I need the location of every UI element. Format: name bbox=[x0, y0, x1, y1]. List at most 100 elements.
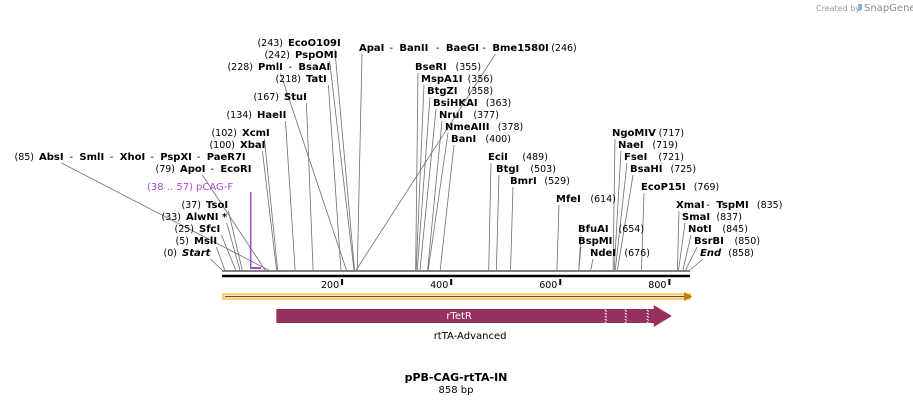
enzyme-name[interactable]: XbaI bbox=[240, 140, 265, 151]
enzyme-name[interactable]: EcoP15I bbox=[641, 182, 686, 193]
enzyme-name[interactable]: BfuAI bbox=[578, 224, 609, 235]
enzyme-name[interactable]: NaeI bbox=[618, 140, 644, 151]
site-group-r20b[interactable]: NdeI (676) bbox=[590, 248, 650, 259]
site-group-r2[interactable]: (242) PspOMI bbox=[264, 50, 337, 61]
site-group-r5a[interactable]: (167) StuI bbox=[253, 92, 306, 103]
site-group-r1b[interactable]: ApaI - BanII - BaeGI - Bme1580I (246) bbox=[359, 43, 577, 54]
site-group-r18c[interactable]: NotI (845) bbox=[688, 224, 748, 235]
enzyme-name[interactable]: NruI bbox=[439, 110, 463, 121]
enzyme-name[interactable]: End bbox=[700, 248, 722, 259]
enzyme-name[interactable]: Start bbox=[182, 248, 212, 259]
enzyme-name[interactable]: XmaI bbox=[676, 200, 705, 211]
site-group-r7a[interactable]: (134) HaeII bbox=[226, 110, 286, 121]
enzyme-name[interactable]: BseRI bbox=[415, 62, 447, 73]
site-group-r20c[interactable]: End (858) bbox=[700, 248, 754, 259]
site-group-r5b[interactable]: BtgZI (358) bbox=[427, 86, 493, 97]
enzyme-name[interactable]: AbsI bbox=[39, 152, 64, 163]
enzyme-name[interactable]: BsrBI bbox=[694, 236, 724, 247]
site-group-r12c[interactable]: BsaHI (725) bbox=[630, 164, 696, 175]
site-group-r10a[interactable]: BanI (400) bbox=[451, 134, 511, 145]
enzyme-name[interactable]: TsoI bbox=[206, 200, 228, 211]
site-group-r10c[interactable]: NaeI (719) bbox=[618, 140, 678, 151]
site-group-r12b[interactable]: BtgI (503) bbox=[496, 164, 556, 175]
site-group-r20a[interactable]: (0) Start bbox=[164, 248, 212, 259]
enzyme-name[interactable]: PspXI bbox=[160, 152, 192, 163]
site-group-r12a[interactable]: (79) ApoI - EcoRI bbox=[155, 164, 251, 175]
site-group-r17b[interactable]: SmaI (837) bbox=[682, 212, 742, 223]
tick-label: 800 bbox=[648, 280, 666, 291]
site-group-r19c[interactable]: BsrBI (850) bbox=[694, 236, 760, 247]
enzyme-name[interactable]: BsiHKAI bbox=[433, 98, 478, 109]
enzyme-name[interactable]: XhoI bbox=[120, 152, 145, 163]
enzyme-name[interactable]: PspOMI bbox=[295, 50, 337, 61]
enzyme-name[interactable]: StuI bbox=[284, 92, 307, 103]
enzyme-name[interactable]: BanII bbox=[399, 43, 428, 54]
enzyme-name[interactable]: BaeGI bbox=[446, 43, 479, 54]
site-group-r6[interactable]: BsiHKAI (363) bbox=[433, 98, 511, 109]
site-group-r3a[interactable]: (228) PmlI - BsaAI bbox=[227, 62, 330, 73]
site-group-r11c[interactable]: FseI (721) bbox=[624, 152, 684, 163]
enzyme-name[interactable]: NdeI bbox=[590, 248, 616, 259]
enzyme-name[interactable]: XcmI bbox=[242, 128, 270, 139]
enzyme-name[interactable]: ApaI bbox=[359, 43, 384, 54]
enzyme-name[interactable]: BtgI bbox=[496, 164, 519, 175]
site-group-r10b[interactable]: (100) XbaI bbox=[209, 140, 265, 151]
enzyme-name[interactable]: ApoI bbox=[180, 164, 206, 175]
site-group-r4a[interactable]: (218) TatI bbox=[275, 74, 326, 85]
enzyme-name[interactable]: AlwNI * bbox=[186, 212, 228, 223]
enzyme-name[interactable]: MfeI bbox=[556, 194, 581, 205]
enzyme-name[interactable]: NgoMIV bbox=[612, 128, 656, 139]
credit-prefix: Created by bbox=[816, 4, 860, 13]
gene-hatch-mark bbox=[646, 318, 650, 321]
enzyme-name[interactable]: BspMI bbox=[578, 236, 612, 247]
site-group-r19a[interactable]: (5) MslI bbox=[176, 236, 218, 247]
site-group-r11b[interactable]: EciI (489) bbox=[488, 152, 548, 163]
site-group-r17a[interactable]: (33) AlwNI * bbox=[161, 212, 227, 223]
enzyme-name[interactable]: BmrI bbox=[510, 176, 537, 187]
site-group-r16a[interactable]: (37) TsoI bbox=[181, 200, 228, 211]
enzyme-name[interactable]: BanI bbox=[451, 134, 476, 145]
primer-pcag-f[interactable]: (38 .. 57) pCAG-F bbox=[147, 182, 262, 269]
enzyme-name[interactable]: SmaI bbox=[682, 212, 710, 223]
enzyme-name[interactable]: EciI bbox=[488, 152, 508, 163]
site-group-r7b[interactable]: NruI (377) bbox=[439, 110, 499, 121]
site-position-label: (725) bbox=[671, 164, 697, 175]
enzyme-name[interactable]: BsaAI bbox=[298, 62, 330, 73]
site-group-r8[interactable]: NmeAIII (378) bbox=[445, 122, 523, 133]
enzyme-name[interactable]: BtgZI bbox=[427, 86, 458, 97]
site-group-r18b[interactable]: BfuAI (654) bbox=[578, 224, 644, 235]
site-group-r15[interactable]: MfeI (614) bbox=[556, 194, 616, 205]
site-group-r4b[interactable]: MspA1I (356) bbox=[421, 74, 493, 85]
enzyme-name[interactable]: NmeAIII bbox=[445, 122, 489, 133]
site-group-r16b[interactable]: XmaI - TspMI (835) bbox=[676, 200, 782, 211]
site-group-r1a[interactable]: (243) EcoO109I bbox=[257, 38, 340, 49]
site-leader-line bbox=[356, 53, 363, 271]
orf-arrow[interactable] bbox=[222, 292, 693, 301]
enzyme-name[interactable]: SfcI bbox=[199, 224, 220, 235]
enzyme-name[interactable]: NotI bbox=[688, 224, 712, 235]
site-position-label: (858) bbox=[728, 248, 754, 259]
gene-hatch-mark bbox=[646, 315, 650, 318]
site-group-r13a[interactable]: BmrI (529) bbox=[510, 176, 570, 187]
enzyme-name[interactable]: PaeR7I bbox=[207, 152, 246, 163]
enzyme-name[interactable]: TspMI bbox=[716, 200, 748, 211]
enzyme-name[interactable]: PmlI bbox=[258, 62, 283, 73]
site-group-r11a[interactable]: (85) AbsI - SmlI - XhoI - PspXI - PaeR7I bbox=[14, 152, 245, 163]
site-group-r3b[interactable]: BseRI (355) bbox=[415, 62, 481, 73]
site-group-r18a[interactable]: (25) SfcI bbox=[174, 224, 220, 235]
enzyme-name[interactable]: HaeII bbox=[257, 110, 286, 121]
enzyme-name[interactable]: EcoO109I bbox=[288, 38, 341, 49]
enzyme-name[interactable]: MslI bbox=[194, 236, 217, 247]
enzyme-name[interactable]: MspA1I bbox=[421, 74, 462, 85]
gene-rtetr[interactable]: rTetR rtTA-Advanced bbox=[276, 305, 672, 342]
site-group-r9b[interactable]: NgoMIV (717) bbox=[612, 128, 684, 139]
site-group-r9a[interactable]: (102) XcmI bbox=[211, 128, 269, 139]
site-group-r19b[interactable]: BspMI bbox=[578, 236, 612, 247]
enzyme-name[interactable]: TatI bbox=[306, 74, 327, 85]
enzyme-name[interactable]: Bme1580I bbox=[492, 43, 548, 54]
enzyme-name[interactable]: SmlI bbox=[79, 152, 104, 163]
enzyme-name[interactable]: EcoRI bbox=[220, 164, 251, 175]
site-group-r14a[interactable]: EcoP15I (769) bbox=[641, 182, 719, 193]
enzyme-name[interactable]: FseI bbox=[624, 152, 647, 163]
enzyme-name[interactable]: BsaHI bbox=[630, 164, 662, 175]
